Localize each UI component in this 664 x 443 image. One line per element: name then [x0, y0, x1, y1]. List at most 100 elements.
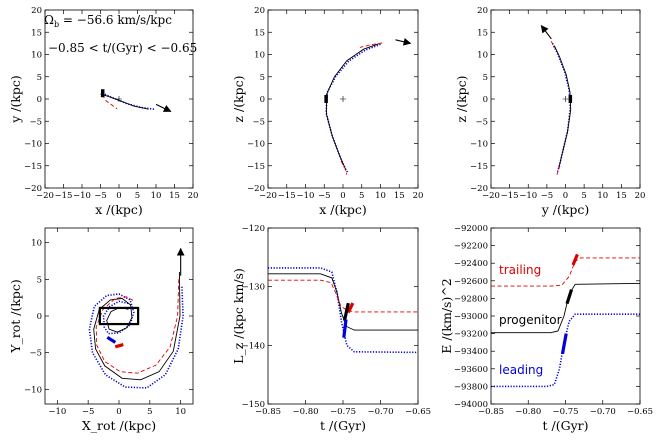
y-tick-label: −15	[24, 162, 42, 172]
y-tick-label: 0	[37, 312, 42, 322]
plot-frame	[44, 227, 194, 405]
x-tick-label: 15	[169, 191, 180, 201]
y-tick-label: 10	[31, 51, 42, 61]
y-tick-label: −15	[470, 162, 488, 172]
y-tick-label: 15	[31, 28, 42, 38]
x-tick-label: −0.85	[478, 407, 504, 417]
x-tick-label: 10	[175, 407, 186, 417]
x-tick-label: −0.70	[367, 407, 393, 417]
panel-energy: −0.85 −0.80 −0.75 −0.70 −0.65 −94000 −93800 −93…	[439, 224, 653, 433]
leading-thick-mark	[106, 335, 117, 344]
y-tick-label: −92200	[454, 242, 488, 252]
panel-rotating-frame: −10 −5 0 5 10 −10 −5 0 5 10 X_rot /(kpc) Y_rot /(kp…	[8, 227, 194, 433]
y-tick-label: −150	[242, 400, 265, 410]
trailing-thick-mark	[346, 302, 355, 314]
leading-line	[88, 286, 184, 389]
leading-thick-mark	[560, 333, 568, 355]
y-tick-label: −130	[242, 283, 265, 293]
x-tick-label: −5	[541, 191, 554, 201]
y-tick-label: −93400	[454, 347, 488, 357]
y-tick-label: 10	[254, 51, 265, 61]
x-tick-label: −15	[278, 191, 296, 201]
x-tick-label: −0.75	[330, 407, 356, 417]
x-tick-label: −10	[48, 407, 66, 417]
x-axis-label: t /(Gyr)	[543, 418, 589, 433]
y-tick-label: −93200	[454, 330, 488, 340]
x-tick-label: −15	[501, 191, 519, 201]
x-axis-label: x /(kpc)	[95, 202, 143, 217]
y-tick-label: −92600	[454, 277, 488, 287]
x-tick-label: −20	[259, 191, 277, 201]
panel-xz: −20 −15 −10 −5 0 5 10 15 20−20−15−10−505101520x …	[231, 6, 423, 217]
panel-xy: Ωb = −56.6 km/s/kpc −0.85 < t/(Gyr) < −0…	[8, 6, 198, 217]
center-cross	[562, 96, 569, 102]
y-axis-label: z /(kpc)	[454, 75, 469, 122]
legend-progenitor: progenitor	[499, 313, 562, 327]
y-axis-label: z /(kpc)	[231, 75, 246, 122]
legend-trailing: trailing	[499, 263, 541, 277]
y-tick-label: 15	[477, 28, 488, 38]
panel-angular-momentum: −0.85 −0.80 −0.75 −0.70 −0.65 −150 −140 −130 −12…	[231, 224, 431, 433]
trailing-thick-mark	[571, 253, 579, 266]
x-tick-label: 10	[597, 191, 608, 201]
leading-line	[325, 43, 381, 173]
y-tick-label: −15	[247, 162, 265, 172]
y-tick-label: 5	[37, 275, 42, 285]
y-axis-label: Y_rot /(kpc)	[8, 279, 23, 354]
direction-arrow	[540, 24, 552, 40]
x-tick-label: 10	[375, 191, 386, 201]
trailing-line	[550, 41, 555, 48]
y-tick-label: −120	[242, 224, 265, 234]
x-tick-label: 0	[340, 191, 345, 201]
x-tick-label: 20	[188, 191, 199, 201]
y-tick-label: −5	[252, 117, 265, 127]
trailing-line	[268, 279, 418, 313]
y-tick-label: −20	[470, 184, 488, 194]
panel-yz: −20 −15 −10 −5 0 5 10 15 20−20−15−10−505101520y …	[454, 6, 645, 217]
x-tick-label: 20	[413, 191, 424, 201]
progenitor-line	[491, 282, 641, 334]
x-tick-label: 15	[616, 191, 627, 201]
y-tick-label: −20	[24, 184, 42, 194]
x-tick-label: −0.65	[405, 407, 431, 417]
x-tick-label: 20	[635, 191, 646, 201]
trailing-line	[359, 42, 383, 48]
leading-line	[491, 313, 640, 388]
y-axis-label: E /(km/s)^2	[439, 278, 454, 354]
x-tick-label: −0.80	[515, 407, 541, 417]
x-tick-label: 5	[359, 191, 364, 201]
x-tick-label: −10	[519, 191, 537, 201]
trailing-line	[101, 94, 118, 110]
y-tick-label: −94000	[454, 400, 488, 410]
trailing-line	[340, 161, 348, 175]
y-axis-label: y /(kpc)	[8, 75, 23, 124]
y-tick-label: −92800	[454, 294, 488, 304]
x-tick-label: −20	[482, 191, 500, 201]
y-tick-label: 10	[477, 51, 488, 61]
trailing-thick-mark	[114, 343, 124, 349]
y-tick-label: −20	[247, 184, 265, 194]
y-tick-label: −10	[470, 140, 488, 150]
x-tick-label: 5	[147, 407, 152, 417]
y-tick-label: 5	[37, 73, 42, 83]
y-tick-label: −92000	[454, 224, 488, 234]
x-tick-label: 0	[116, 191, 121, 201]
leading-thick-mark	[342, 319, 348, 338]
y-tick-label: 20	[254, 6, 265, 16]
x-tick-label: 15	[394, 191, 405, 201]
y-tick-label: −93000	[454, 312, 488, 322]
y-tick-label: −92400	[454, 259, 488, 269]
trailing-line	[556, 165, 561, 175]
direction-arrow	[155, 103, 172, 112]
x-tick-label: −10	[73, 191, 91, 201]
y-tick-label: 20	[31, 6, 42, 16]
center-cross	[116, 96, 122, 102]
trailing-line	[95, 279, 180, 374]
y-tick-label: −93800	[454, 382, 488, 392]
x-tick-label: −5	[318, 191, 331, 201]
y-tick-label: 10	[31, 239, 42, 249]
y-tick-label: −10	[24, 385, 42, 395]
x-tick-label: 5	[135, 191, 140, 201]
y-tick-label: 15	[254, 28, 265, 38]
